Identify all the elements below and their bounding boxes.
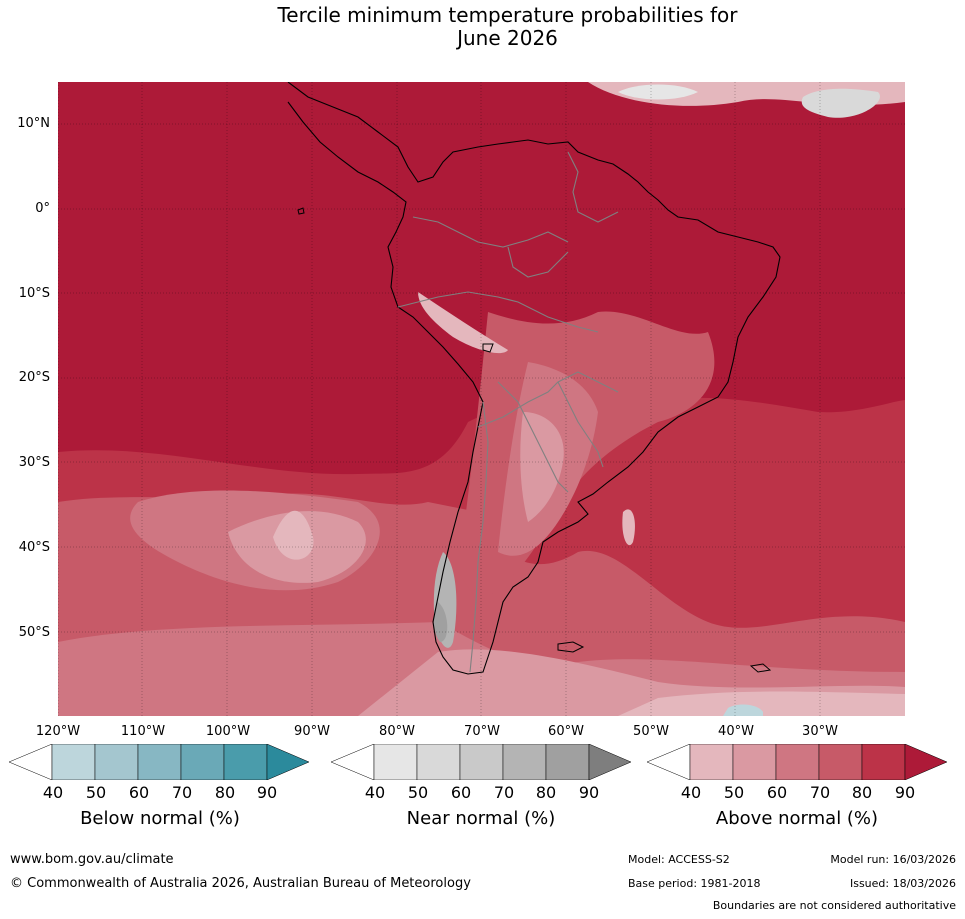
lon-tick-120w: 120°W — [35, 724, 81, 739]
above-level-90: 90 — [894, 783, 916, 802]
title-line-1: Tercile minimum temperature probabilitie… — [277, 3, 738, 27]
lon-tick-90w: 90°W — [294, 724, 330, 739]
near-normal-north-patch-2 — [618, 84, 698, 100]
footer-model-run: Model run: 16/03/2026 — [830, 853, 956, 866]
colorbar-bin — [732, 744, 777, 780]
below-level-60: 60 — [128, 783, 150, 802]
lon-tick-80w: 80°W — [379, 724, 415, 739]
colorbar-bin — [51, 744, 96, 780]
coastline — [287, 82, 781, 675]
colorbar-bin — [137, 744, 182, 780]
below-normal-label: Below normal (%) — [80, 808, 240, 829]
lon-tick-50w: 50°W — [633, 724, 669, 739]
below-level-70: 70 — [171, 783, 193, 802]
near-level-80: 80 — [535, 783, 557, 802]
colorbar-extend-high — [904, 744, 947, 780]
colorbar-bin — [545, 744, 590, 780]
colorbar-extend-low — [9, 744, 53, 780]
near-level-40: 40 — [364, 783, 386, 802]
colorbar-bin — [459, 744, 504, 780]
colorbar-bin — [416, 744, 461, 780]
ocean-below-patch — [723, 704, 763, 716]
near-level-60: 60 — [450, 783, 472, 802]
near-normal-label: Near normal (%) — [406, 808, 556, 829]
lat-tick-40s: 40°S — [18, 540, 50, 555]
title-line-2: June 2026 — [457, 26, 558, 50]
above-40-south — [618, 691, 905, 716]
near-level-90: 90 — [578, 783, 600, 802]
below-level-40: 40 — [42, 783, 64, 802]
near-normal-colorbar — [331, 744, 631, 780]
footer-disclaimer: Boundaries are not considered authoritat… — [712, 899, 956, 912]
above-normal-colorbar — [647, 744, 947, 780]
islands — [297, 207, 772, 673]
lon-tick-70w: 70°W — [464, 724, 500, 739]
map-title: Tercile minimum temperature probabilitie… — [0, 4, 965, 50]
below-level-90: 90 — [256, 783, 278, 802]
above-level-80: 80 — [851, 783, 873, 802]
south-atlantic-patch — [622, 509, 635, 546]
above-40-patch — [273, 510, 314, 560]
continent-above-50 — [520, 412, 564, 522]
colorbar-bin — [775, 744, 820, 780]
footer-base-period: Base period: 1981-2018 — [628, 877, 761, 890]
colorbar-bin — [502, 744, 547, 780]
near-normal-north-patch — [801, 88, 880, 118]
footer-issued: Issued: 18/03/2026 — [849, 877, 956, 890]
above-level-70: 70 — [809, 783, 831, 802]
footer-model: Model: ACCESS-S2 — [628, 853, 730, 866]
lat-tick-0: 0° — [35, 201, 50, 216]
lat-tick-50s: 50°S — [18, 625, 50, 640]
lat-tick-30s: 30°S — [18, 455, 50, 470]
colorbar-extend-high — [588, 744, 631, 780]
colorbar-extend-low — [647, 744, 691, 780]
footer-url: www.bom.gov.au/climate — [10, 852, 174, 867]
below-level-80: 80 — [214, 783, 236, 802]
above-level-60: 60 — [766, 783, 788, 802]
near-level-70: 70 — [493, 783, 515, 802]
lon-tick-30w: 30°W — [802, 724, 838, 739]
patagonia-near-normal-dark — [433, 602, 448, 642]
below-level-50: 50 — [85, 783, 107, 802]
colorbar-bin — [861, 744, 906, 780]
lon-tick-60w: 60°W — [548, 724, 584, 739]
above-level-40: 40 — [680, 783, 702, 802]
colorbar-bin — [180, 744, 225, 780]
above-level-50: 50 — [723, 783, 745, 802]
above-normal-label: Above normal (%) — [715, 808, 879, 829]
probability-map — [58, 82, 905, 716]
andes-above-40 — [418, 292, 508, 354]
below-normal-colorbar — [9, 744, 309, 780]
lon-tick-40w: 40°W — [718, 724, 754, 739]
colorbar-bin — [818, 744, 863, 780]
footer-copyright: © Commonwealth of Australia 2026, Austra… — [10, 876, 471, 891]
country-boundaries — [397, 151, 619, 673]
colorbar-bin — [373, 744, 418, 780]
colorbar-bin — [94, 744, 139, 780]
colorbar-bin — [223, 744, 268, 780]
colorbar-bin — [689, 744, 734, 780]
colorbar-extend-high — [266, 744, 309, 780]
colorbar-extend-low — [331, 744, 375, 780]
lon-tick-100w: 100°W — [205, 724, 251, 739]
lat-tick-10n: 10°N — [17, 116, 50, 131]
lat-tick-20s: 20°S — [18, 370, 50, 385]
lat-tick-10s: 10°S — [18, 286, 50, 301]
graticule — [58, 82, 905, 716]
lon-tick-110w: 110°W — [120, 724, 166, 739]
near-level-50: 50 — [407, 783, 429, 802]
